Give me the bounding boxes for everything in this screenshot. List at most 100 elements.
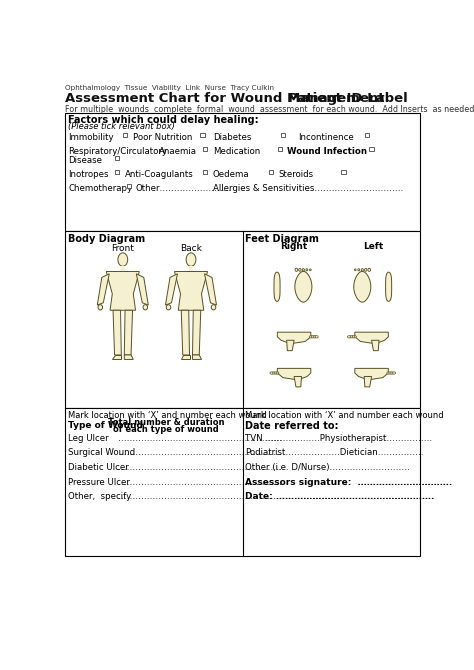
Ellipse shape xyxy=(311,336,314,338)
Ellipse shape xyxy=(365,269,367,271)
Polygon shape xyxy=(294,377,301,387)
Ellipse shape xyxy=(355,269,356,271)
Polygon shape xyxy=(112,355,121,359)
Ellipse shape xyxy=(186,253,196,266)
Text: Inotropes: Inotropes xyxy=(69,170,109,179)
Polygon shape xyxy=(295,271,312,302)
Text: Wound Infection: Wound Infection xyxy=(287,147,367,155)
Polygon shape xyxy=(355,369,388,380)
Ellipse shape xyxy=(353,336,356,338)
Bar xyxy=(369,147,374,151)
Ellipse shape xyxy=(358,269,360,271)
Text: Oedema: Oedema xyxy=(213,170,249,179)
Ellipse shape xyxy=(211,305,216,310)
Polygon shape xyxy=(364,377,372,387)
Ellipse shape xyxy=(368,268,371,271)
Polygon shape xyxy=(165,274,177,305)
Bar xyxy=(65,113,420,231)
Ellipse shape xyxy=(310,269,311,271)
Text: Right: Right xyxy=(280,242,307,251)
Bar xyxy=(115,170,119,174)
Bar xyxy=(365,133,369,137)
Text: Other (i.e. D/Nurse)……………………….: Other (i.e. D/Nurse)………………………. xyxy=(245,463,410,472)
Ellipse shape xyxy=(270,372,273,374)
Text: Chemotherapy: Chemotherapy xyxy=(69,184,133,192)
Polygon shape xyxy=(354,271,371,302)
Text: …………………………………………………: ………………………………………………… xyxy=(118,478,282,486)
Bar xyxy=(115,156,119,160)
Text: Left: Left xyxy=(363,242,383,251)
Ellipse shape xyxy=(351,336,355,338)
Ellipse shape xyxy=(295,268,298,271)
Text: …………………………………………………: ………………………………………………… xyxy=(118,448,282,458)
Text: Factors which could delay healing:: Factors which could delay healing: xyxy=(68,115,258,125)
Text: …………………………………………………: ………………………………………………… xyxy=(118,434,282,443)
Text: Assessment Chart for Wound Management: Assessment Chart for Wound Management xyxy=(65,92,385,105)
Text: Feet Diagram: Feet Diagram xyxy=(245,234,319,244)
Ellipse shape xyxy=(349,336,353,338)
Text: Pressure Ulcer: Pressure Ulcer xyxy=(68,478,130,486)
Ellipse shape xyxy=(272,372,275,374)
Text: TVN ……………….Physiotherapist…………….: TVN ……………….Physiotherapist……………. xyxy=(245,434,432,443)
Polygon shape xyxy=(277,332,311,344)
Text: of each type of wound: of each type of wound xyxy=(113,425,219,433)
Text: Front: Front xyxy=(111,244,134,253)
Polygon shape xyxy=(181,310,190,355)
Bar xyxy=(278,147,282,151)
Bar xyxy=(65,407,420,556)
Text: Leg Ulcer: Leg Ulcer xyxy=(68,434,109,443)
Ellipse shape xyxy=(389,372,392,374)
Text: Patient ID Label: Patient ID Label xyxy=(288,92,408,105)
Bar xyxy=(123,133,127,137)
Bar xyxy=(281,133,285,137)
Bar xyxy=(202,147,207,151)
Bar xyxy=(127,184,131,188)
Ellipse shape xyxy=(118,253,128,266)
Ellipse shape xyxy=(143,305,147,310)
Polygon shape xyxy=(174,271,208,310)
Text: For multiple  wounds  complete  formal  wound  assessment  for each wound.  Add : For multiple wounds complete formal woun… xyxy=(65,105,474,114)
Ellipse shape xyxy=(347,336,351,338)
Bar xyxy=(65,231,420,407)
Ellipse shape xyxy=(387,372,390,374)
Polygon shape xyxy=(137,274,148,305)
Text: Other…………………….: Other……………………. xyxy=(136,184,232,192)
Polygon shape xyxy=(189,266,193,271)
Ellipse shape xyxy=(274,372,277,374)
Polygon shape xyxy=(192,310,201,355)
Polygon shape xyxy=(355,332,388,344)
Bar xyxy=(341,170,346,174)
Text: Date: …………………………………………….: Date: ……………………………………………. xyxy=(245,492,435,501)
Text: Respiratory/Circulatory: Respiratory/Circulatory xyxy=(69,147,167,155)
Polygon shape xyxy=(274,272,280,302)
Text: …………………………………………………: ………………………………………………… xyxy=(118,463,282,472)
Text: Surgical Wound: Surgical Wound xyxy=(68,448,135,458)
Text: Diabetes: Diabetes xyxy=(213,133,251,142)
Bar xyxy=(202,170,207,174)
Ellipse shape xyxy=(361,269,364,271)
Ellipse shape xyxy=(166,305,171,310)
Polygon shape xyxy=(204,274,217,305)
Text: Body Diagram: Body Diagram xyxy=(68,234,145,244)
Text: Total number & duration: Total number & duration xyxy=(108,419,225,427)
Ellipse shape xyxy=(302,269,304,271)
Text: Anti-Coagulants: Anti-Coagulants xyxy=(125,170,194,179)
Text: Anaemia: Anaemia xyxy=(158,147,196,155)
Ellipse shape xyxy=(276,372,279,374)
Bar xyxy=(268,170,273,174)
Ellipse shape xyxy=(306,269,308,271)
Polygon shape xyxy=(287,340,294,350)
Bar xyxy=(201,133,205,137)
Ellipse shape xyxy=(309,336,312,338)
Text: Assessors signature:  ………………………….: Assessors signature: …………………………. xyxy=(245,478,453,486)
Text: Medication: Medication xyxy=(213,147,260,155)
Text: Ophthalmology  Tissue  Viability  Link  Nurse  Tracy Culkin: Ophthalmology Tissue Viability Link Nurs… xyxy=(65,85,274,91)
Ellipse shape xyxy=(98,305,102,310)
Text: Type of Wound: Type of Wound xyxy=(68,421,143,429)
Text: Back: Back xyxy=(180,244,202,253)
Ellipse shape xyxy=(313,336,316,338)
Text: (Please tick relevant box): (Please tick relevant box) xyxy=(68,122,174,131)
Text: Mark location with ‘X’ and number each wound: Mark location with ‘X’ and number each w… xyxy=(245,411,444,419)
Polygon shape xyxy=(181,355,190,359)
Polygon shape xyxy=(192,355,201,359)
